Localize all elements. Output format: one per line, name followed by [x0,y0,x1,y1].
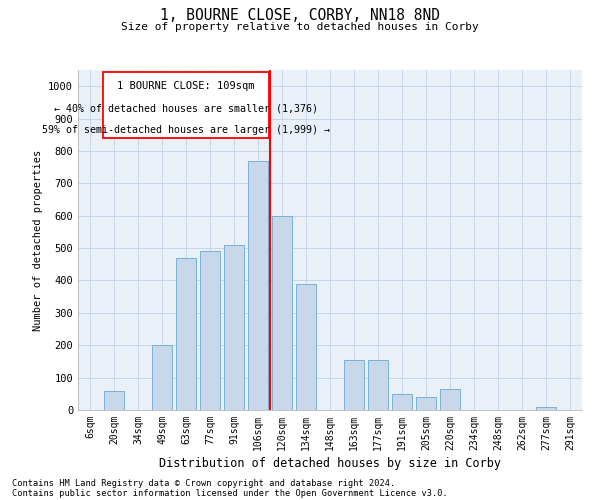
Bar [104,390,124,410]
Bar [152,345,172,410]
Text: Contains HM Land Registry data © Crown copyright and database right 2024.: Contains HM Land Registry data © Crown c… [12,478,395,488]
Bar [248,160,268,410]
Bar [392,394,412,410]
Bar [440,389,460,410]
Text: 1 BOURNE CLOSE: 109sqm: 1 BOURNE CLOSE: 109sqm [117,82,255,92]
Text: ← 40% of detached houses are smaller (1,376): ← 40% of detached houses are smaller (1,… [54,104,318,114]
Text: Size of property relative to detached houses in Corby: Size of property relative to detached ho… [121,22,479,32]
Bar [416,397,436,410]
Bar [200,252,220,410]
Bar [224,245,244,410]
Text: Contains public sector information licensed under the Open Government Licence v3: Contains public sector information licen… [12,488,448,498]
Bar [272,216,292,410]
X-axis label: Distribution of detached houses by size in Corby: Distribution of detached houses by size … [159,457,501,470]
Bar [536,407,556,410]
Bar [296,284,316,410]
FancyBboxPatch shape [103,72,269,138]
Bar [176,258,196,410]
Text: 59% of semi-detached houses are larger (1,999) →: 59% of semi-detached houses are larger (… [42,125,330,135]
Bar [368,360,388,410]
Text: 1, BOURNE CLOSE, CORBY, NN18 8ND: 1, BOURNE CLOSE, CORBY, NN18 8ND [160,8,440,22]
Y-axis label: Number of detached properties: Number of detached properties [32,150,43,330]
Bar [344,360,364,410]
